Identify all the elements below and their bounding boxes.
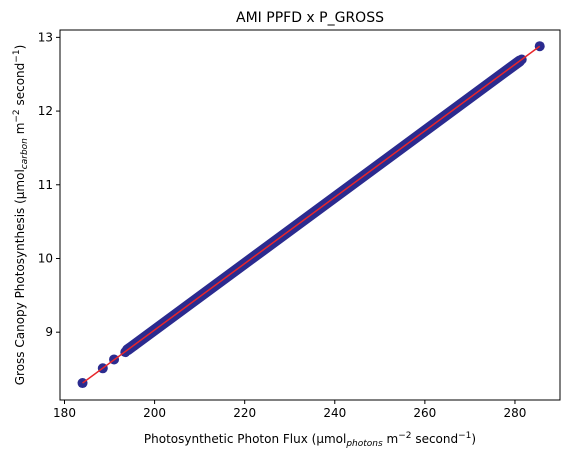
y-tick-label: 13: [38, 30, 53, 44]
x-tick-label: 220: [233, 406, 256, 420]
x-label-main: Photosynthetic Photon Flux (µmol: [144, 432, 346, 446]
y-tick-label: 12: [38, 104, 53, 118]
y-label-sup2: −1: [12, 49, 22, 62]
y-label-end: ): [13, 45, 27, 50]
plot-area: [77, 41, 545, 389]
x-axis-label: Photosynthetic Photon Flux (µmolphotons …: [144, 431, 476, 449]
x-label-sup1: −2: [398, 431, 411, 441]
axes-frame: [59, 29, 561, 401]
y-label-rest1: m: [13, 123, 27, 139]
y-tick-label: 9: [45, 325, 53, 339]
x-label-sup2: −1: [458, 431, 471, 441]
y-tick-label: 11: [38, 178, 53, 192]
y-label-sub: carbon: [20, 138, 30, 169]
y-axis: 9 10 11 12 13: [38, 30, 60, 339]
x-label-rest1: m: [383, 432, 399, 446]
x-tick-label: 200: [143, 406, 166, 420]
y-tick-label: 10: [38, 251, 53, 265]
y-axis-label: Gross Canopy Photosynthesis (µmolcarbon …: [12, 45, 30, 386]
x-tick-label: 260: [413, 406, 436, 420]
y-label-main: Gross Canopy Photosynthesis (µmol: [13, 169, 27, 385]
x-label-sub: photons: [345, 439, 383, 449]
x-label-end: ): [471, 432, 476, 446]
fit-line: [82, 45, 541, 384]
x-tick-label: 180: [53, 406, 76, 420]
y-label-rest2: second: [13, 63, 27, 110]
chart-title: AMI PPFD x P_GROSS: [236, 10, 384, 26]
x-tick-label: 240: [323, 406, 346, 420]
x-tick-label: 280: [504, 406, 527, 420]
y-label-sup1: −2: [12, 109, 22, 122]
x-label-rest2: second: [412, 432, 459, 446]
x-axis: 180 200 220 240 260 280: [53, 400, 526, 420]
